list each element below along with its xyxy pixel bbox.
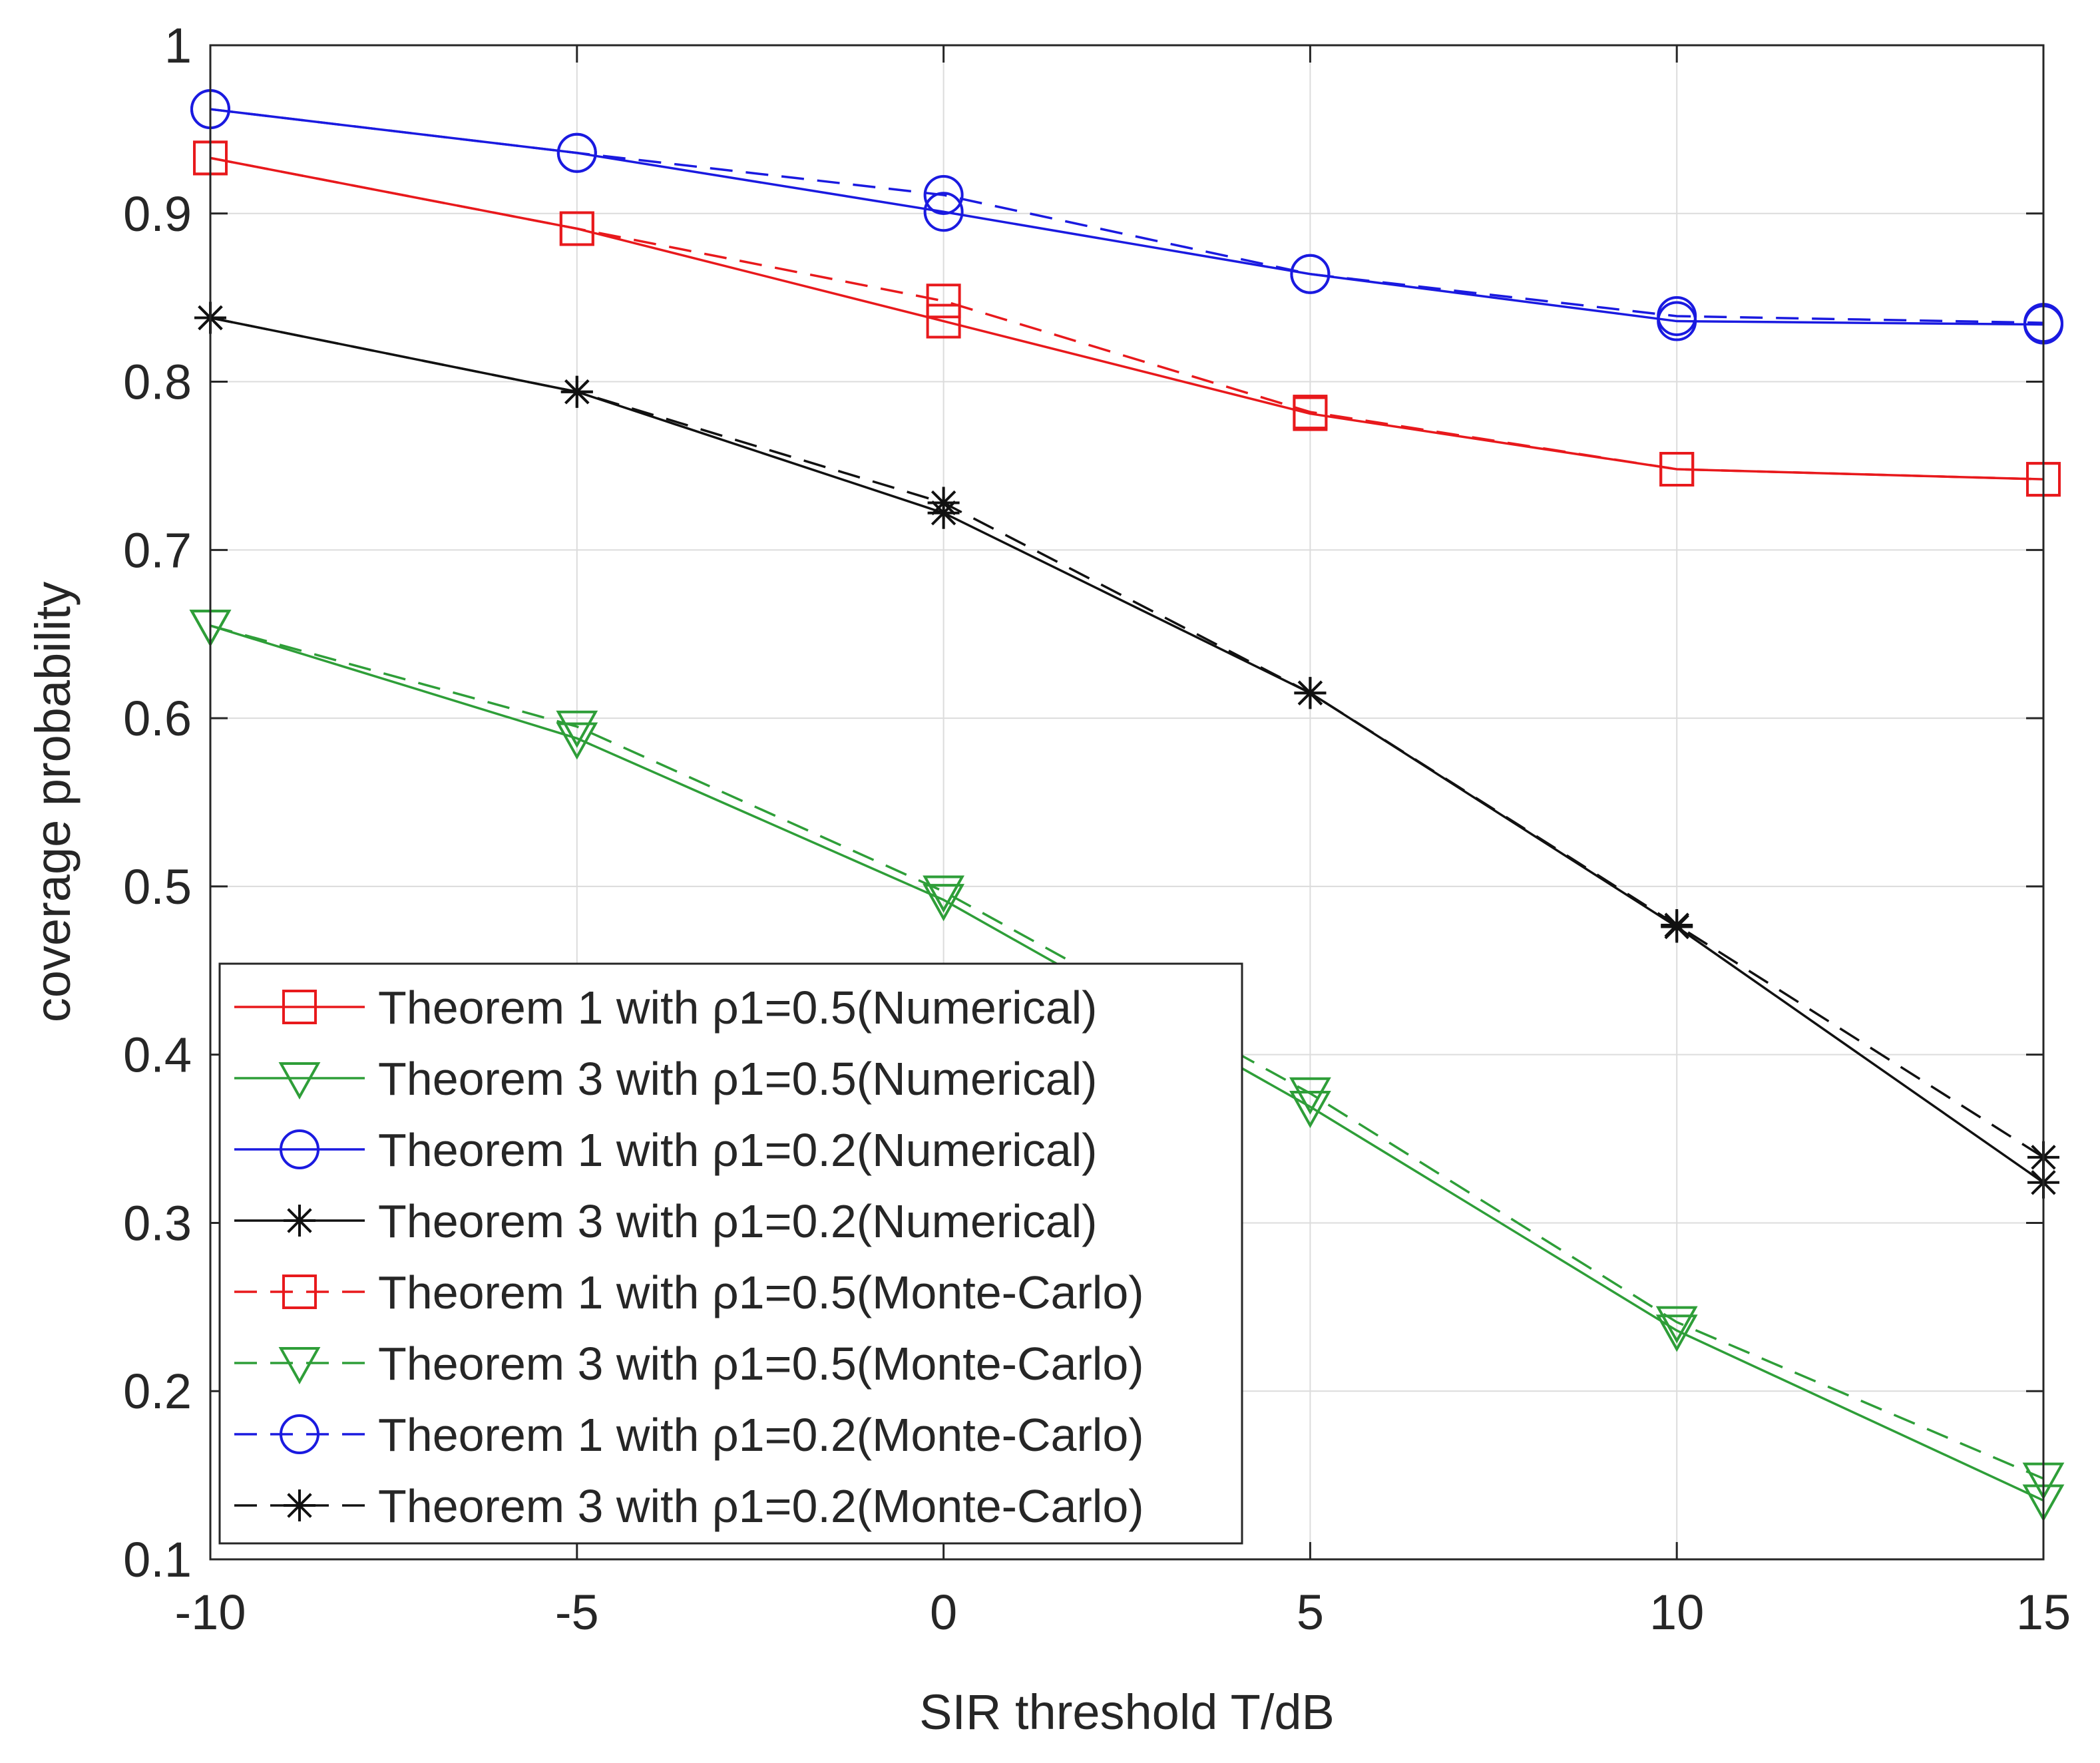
legend-marker	[278, 1347, 321, 1385]
data-point	[926, 303, 961, 339]
x-tick-label: -10	[175, 1585, 246, 1640]
y-tick-label: 0.7	[123, 522, 192, 578]
y-tick-label: 1	[164, 18, 192, 73]
series-7	[190, 89, 2063, 343]
legend-entry: Theorem 1 with ρ1=0.5(Numerical)	[234, 982, 1098, 1034]
data-point	[560, 375, 593, 408]
legend-entry: Theorem 1 with ρ1=0.5(Monte-Carlo)	[234, 1267, 1144, 1318]
y-tick-label: 0.1	[123, 1532, 192, 1587]
series-line	[210, 316, 2045, 1184]
data-point	[1655, 1314, 1698, 1352]
data-point	[1655, 1306, 1698, 1344]
legend-entry: Theorem 3 with ρ1=0.2(Monte-Carlo)	[234, 1480, 1144, 1532]
legend-marker	[280, 1129, 319, 1169]
data-point	[1290, 254, 1331, 294]
y-tick-label: 0.6	[123, 691, 192, 746]
data-point	[1661, 909, 1693, 942]
data-point	[923, 174, 964, 215]
legend-entry: Theorem 3 with ρ1=0.5(Monte-Carlo)	[234, 1338, 1144, 1390]
data-point	[1657, 295, 1697, 336]
legend-label: Theorem 1 with ρ1=0.2(Numerical)	[378, 1124, 1098, 1176]
x-tick-label: 0	[930, 1585, 957, 1640]
series-line	[210, 156, 2044, 481]
data-point	[927, 487, 960, 519]
y-axis-label: coverage probability	[25, 582, 81, 1022]
legend-label: Theorem 1 with ρ1=0.5(Numerical)	[378, 982, 1098, 1034]
legend-entry: Theorem 1 with ρ1=0.2(Monte-Carlo)	[234, 1409, 1144, 1461]
legend-entry: Theorem 3 with ρ1=0.2(Numerical)	[234, 1195, 1098, 1247]
legend: Theorem 1 with ρ1=0.5(Numerical) Theorem …	[218, 962, 1243, 1545]
data-point	[556, 132, 597, 173]
x-tick-label: 15	[2016, 1585, 2071, 1640]
series-line	[210, 108, 2044, 324]
legend-marker	[282, 990, 317, 1024]
data-point	[926, 284, 961, 319]
y-tick-label: 0.5	[123, 859, 192, 914]
data-point	[1294, 677, 1327, 709]
legend-label: Theorem 3 with ρ1=0.5(Numerical)	[378, 1053, 1098, 1105]
data-point	[923, 884, 965, 922]
data-point	[1293, 395, 1328, 430]
y-tick-label: 0.8	[123, 355, 192, 410]
legend-entry: Theorem 3 with ρ1=0.5(Numerical)	[234, 1053, 1098, 1105]
legend-label: Theorem 1 with ρ1=0.5(Monte-Carlo)	[378, 1267, 1144, 1318]
legend-box	[218, 962, 1243, 1545]
y-tick-label: 0.2	[123, 1364, 192, 1419]
y-tick-label: 0.3	[123, 1195, 192, 1251]
legend-label: Theorem 3 with ρ1=0.2(Numerical)	[378, 1195, 1098, 1247]
data-point	[923, 192, 964, 232]
legend-label: Theorem 3 with ρ1=0.5(Monte-Carlo)	[378, 1338, 1144, 1390]
data-point	[1659, 452, 1695, 487]
legend-marker	[282, 1274, 317, 1309]
y-tick-label: 0.9	[123, 186, 192, 242]
legend-label: Theorem 1 with ρ1=0.2(Monte-Carlo)	[378, 1409, 1144, 1461]
x-tick-label: 10	[1649, 1585, 1704, 1640]
data-point	[556, 710, 598, 748]
legend-label: Theorem 3 with ρ1=0.2(Monte-Carlo)	[378, 1480, 1144, 1532]
legend-marker	[278, 1062, 321, 1100]
x-tick-label: -5	[555, 1585, 599, 1640]
legend-marker	[280, 1414, 319, 1454]
legend-entry: Theorem 1 with ρ1=0.2(Numerical)	[234, 1124, 1098, 1176]
axis-ticks: -10 -5 0 5 10 15 0.1 0.2 0.3 0.4 0.5 0.6 0.7 0.8 0.9 1	[123, 18, 2071, 1640]
data-point	[1289, 1077, 1331, 1115]
legend-marker	[284, 1205, 315, 1237]
legend-marker	[284, 1489, 315, 1521]
data-point	[559, 211, 594, 246]
x-axis-label: SIR threshold T/dB	[919, 1684, 1335, 1740]
y-tick-label: 0.4	[123, 1028, 192, 1083]
data-point	[556, 722, 598, 760]
x-tick-label: 5	[1297, 1585, 1324, 1640]
data-point	[923, 875, 965, 913]
plot-area-frame	[209, 44, 2045, 1561]
